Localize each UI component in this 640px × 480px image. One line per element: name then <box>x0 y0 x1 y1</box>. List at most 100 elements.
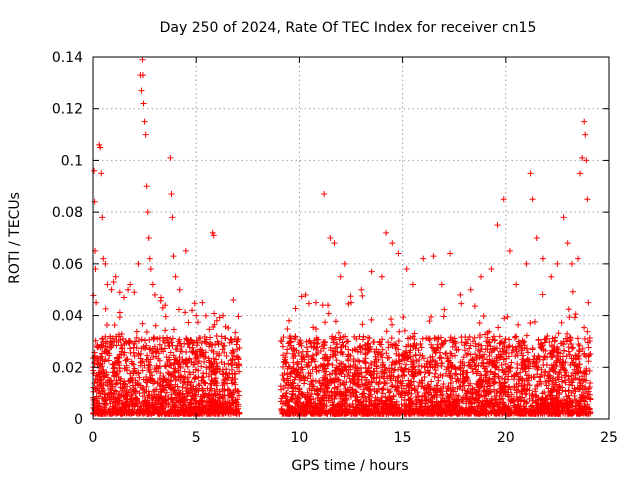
data-point-cloud <box>532 393 539 400</box>
data-point-cloud <box>303 361 310 368</box>
data-point-cloud <box>341 381 348 388</box>
data-point-cloud <box>327 410 334 417</box>
data-point-cloud <box>409 333 416 340</box>
data-point-cloud <box>354 357 361 364</box>
data-point-cloud <box>235 403 242 410</box>
data-point-cloud <box>549 396 556 403</box>
data-point-cloud <box>362 341 369 348</box>
data-point-cloud <box>222 376 229 383</box>
data-point-cloud <box>476 352 483 359</box>
data-point-cloud <box>204 385 211 392</box>
data-point-cloud <box>331 396 338 403</box>
data-point-cloud <box>158 345 165 352</box>
data-point-cloud <box>135 351 142 358</box>
data-point-cloud <box>174 342 181 349</box>
data-point-cloud <box>455 392 462 399</box>
data-point-cloud <box>508 397 515 404</box>
data-point-cloud <box>142 410 149 417</box>
data-point-cloud <box>535 396 542 403</box>
data-point <box>279 343 286 350</box>
data-point-cloud <box>485 387 492 394</box>
data-point-cloud <box>384 394 391 401</box>
data-point-cloud <box>430 387 437 394</box>
data-point-cloud <box>131 365 138 372</box>
data-point-cloud <box>442 410 449 417</box>
data-point-cloud <box>510 398 517 405</box>
data-point-cloud <box>203 336 210 343</box>
data-point-cloud <box>162 313 169 320</box>
data-point-cloud <box>442 351 449 358</box>
data-point-cloud <box>422 369 429 376</box>
data-point-cloud <box>192 392 199 399</box>
data-point-cloud <box>181 368 188 375</box>
data-point-cloud <box>379 386 386 393</box>
data-point-cloud <box>157 381 164 388</box>
data-point-cloud <box>436 349 443 356</box>
data-point-cloud <box>492 397 499 404</box>
data-point-cloud <box>569 379 576 386</box>
data-point-cloud <box>431 373 438 380</box>
data-point-cloud <box>357 349 364 356</box>
data-point <box>575 255 582 262</box>
data-point-cloud <box>280 334 287 341</box>
data-point-cloud <box>319 394 326 401</box>
data-point-cloud <box>538 340 545 347</box>
data-point-cloud <box>480 360 487 367</box>
data-point-cloud <box>536 378 543 385</box>
data-point-cloud <box>498 362 505 369</box>
data-point-cloud <box>298 364 305 371</box>
data-point-cloud <box>299 356 306 363</box>
data-point-cloud <box>565 392 572 399</box>
data-point-cloud <box>456 404 463 411</box>
data-point-cloud <box>373 405 380 412</box>
data-point <box>104 281 111 288</box>
data-point-cloud <box>514 360 521 367</box>
data-point-cloud <box>545 408 552 415</box>
data-point-cloud <box>113 377 120 384</box>
data-point-cloud <box>231 379 238 386</box>
data-point-cloud <box>347 352 354 359</box>
data-point-cloud <box>136 374 143 381</box>
data-point <box>579 154 586 161</box>
data-point-cloud <box>231 335 238 342</box>
data-point-cloud <box>555 355 562 362</box>
data-point-cloud <box>428 341 435 348</box>
data-point-cloud <box>440 384 447 391</box>
data-point-cloud <box>194 342 201 349</box>
y-tick-label: 0.04 <box>52 309 83 325</box>
data-point-cloud <box>408 390 415 397</box>
data-point-cloud <box>132 382 139 389</box>
data-point-cloud <box>347 366 354 373</box>
data-point-cloud <box>506 368 513 375</box>
data-point <box>230 297 237 304</box>
data-point-cloud <box>496 380 503 387</box>
data-point-cloud <box>179 384 186 391</box>
data-point-cloud <box>146 336 153 343</box>
data-point-cloud <box>225 375 232 382</box>
data-point-cloud <box>491 336 498 343</box>
data-point-cloud <box>176 391 183 398</box>
data-point-cloud <box>496 333 503 340</box>
data-point-cloud <box>390 373 397 380</box>
data-point-cloud <box>323 397 330 404</box>
data-point-cloud <box>116 409 123 416</box>
data-point-cloud <box>221 361 228 368</box>
data-point-cloud <box>343 338 350 345</box>
data-point <box>135 260 142 267</box>
data-point-cloud <box>110 404 117 411</box>
data-point-cloud <box>211 321 218 328</box>
data-point-cloud <box>370 410 377 417</box>
data-point-cloud <box>99 406 106 413</box>
data-point-cloud <box>284 385 291 392</box>
data-point-cloud <box>410 378 417 385</box>
data-point-cloud <box>191 374 198 381</box>
data-point-cloud <box>491 345 498 352</box>
data-point-cloud <box>533 362 540 369</box>
data-point-cloud <box>533 399 540 406</box>
data-point-cloud <box>314 340 321 347</box>
data-point-cloud <box>137 384 144 391</box>
data-point-cloud <box>441 337 448 344</box>
data-point-cloud <box>359 336 366 343</box>
data-point-cloud <box>501 343 508 350</box>
data-point-cloud <box>335 408 342 415</box>
